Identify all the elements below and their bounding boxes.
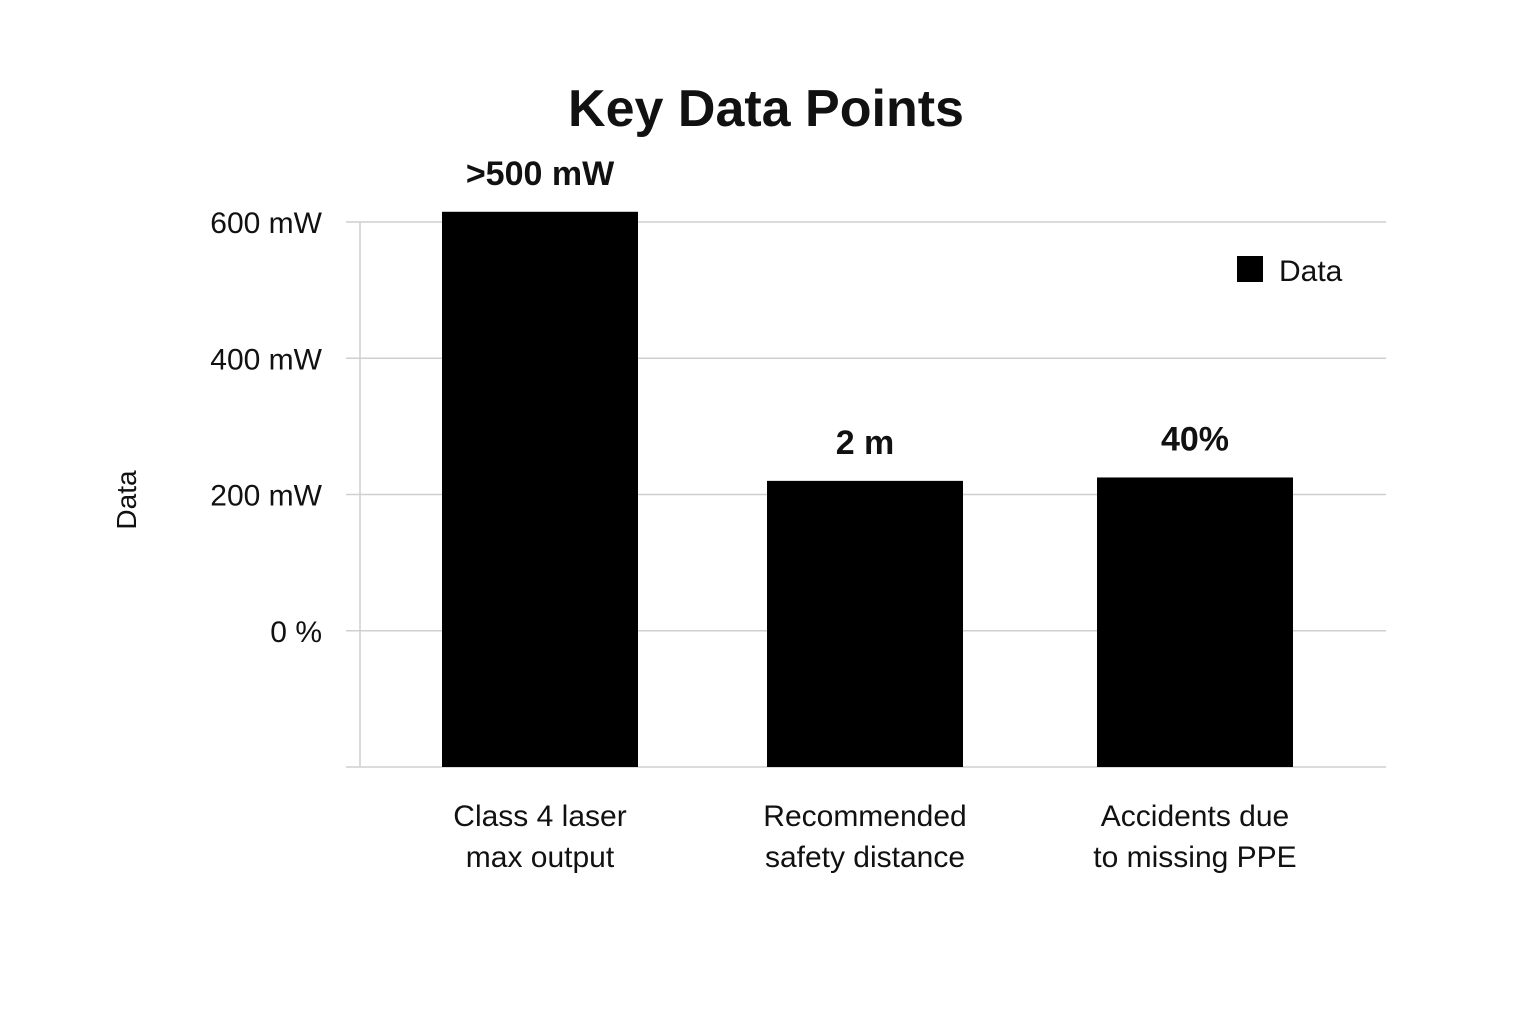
chart-title: Key Data Points: [568, 80, 964, 138]
legend-swatch: [1237, 256, 1263, 282]
category-label-line: to missing PPE: [1093, 841, 1296, 874]
y-tick-label: 400 mW: [210, 343, 322, 376]
legend-label: Data: [1279, 255, 1343, 288]
bar: [442, 211, 638, 767]
y-tick-label: 200 mW: [210, 480, 322, 513]
category-label-line: Accidents due: [1101, 800, 1289, 833]
bars: [442, 211, 1293, 767]
y-tick-labels: 0 % 200 mW 400 mW 600 mW: [210, 207, 322, 649]
bar: [1097, 477, 1293, 767]
bar-value-label: 40%: [1161, 420, 1229, 458]
category-label: Accidents due to missing PPE: [1093, 800, 1296, 874]
y-tick-label: 600 mW: [210, 207, 322, 240]
category-label-line: max output: [466, 841, 615, 874]
category-label-line: safety distance: [765, 841, 965, 874]
y-axis-title: Data: [111, 470, 142, 530]
bar: [767, 480, 963, 767]
bar-value-label: >500 mW: [466, 155, 615, 193]
value-labels: >500 mW 2 m 40%: [466, 155, 1229, 462]
category-labels: Class 4 laser max output Recommended safety…: [453, 800, 1296, 874]
legend: Data: [1237, 255, 1343, 288]
y-tick-label: 0 %: [270, 616, 322, 649]
category-label: Class 4 laser max output: [453, 800, 626, 874]
category-label-line: Recommended: [763, 800, 966, 833]
category-label: Recommended safety distance: [763, 800, 966, 874]
category-label-line: Class 4 laser: [453, 800, 626, 833]
bar-value-label: 2 m: [836, 424, 895, 462]
